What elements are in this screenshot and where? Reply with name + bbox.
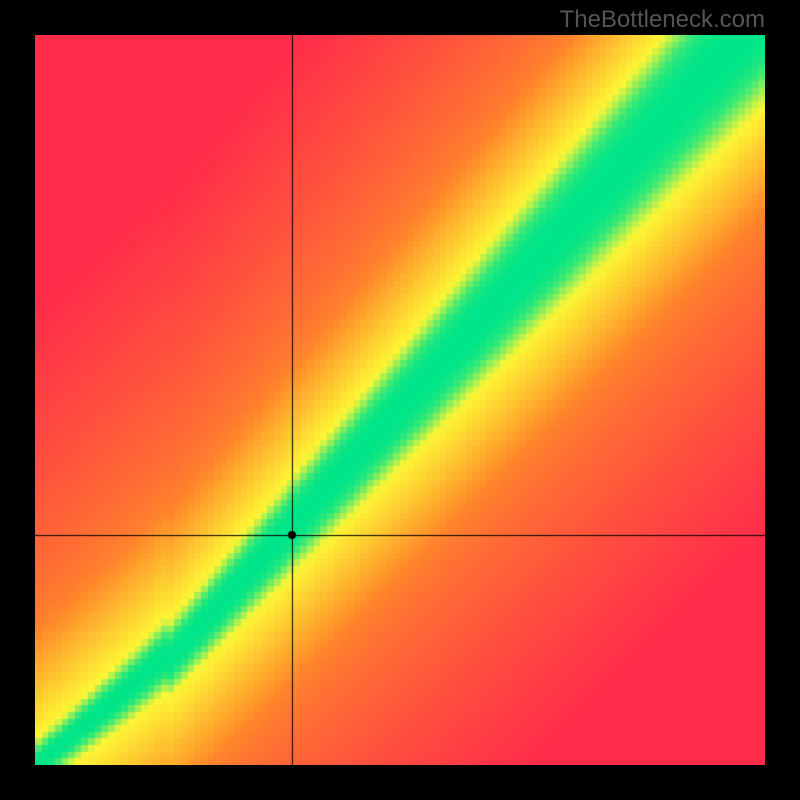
bottleneck-heatmap [35,35,765,765]
chart-container: TheBottleneck.com [0,0,800,800]
watermark-text: TheBottleneck.com [560,6,765,34]
plot-area [35,35,765,765]
